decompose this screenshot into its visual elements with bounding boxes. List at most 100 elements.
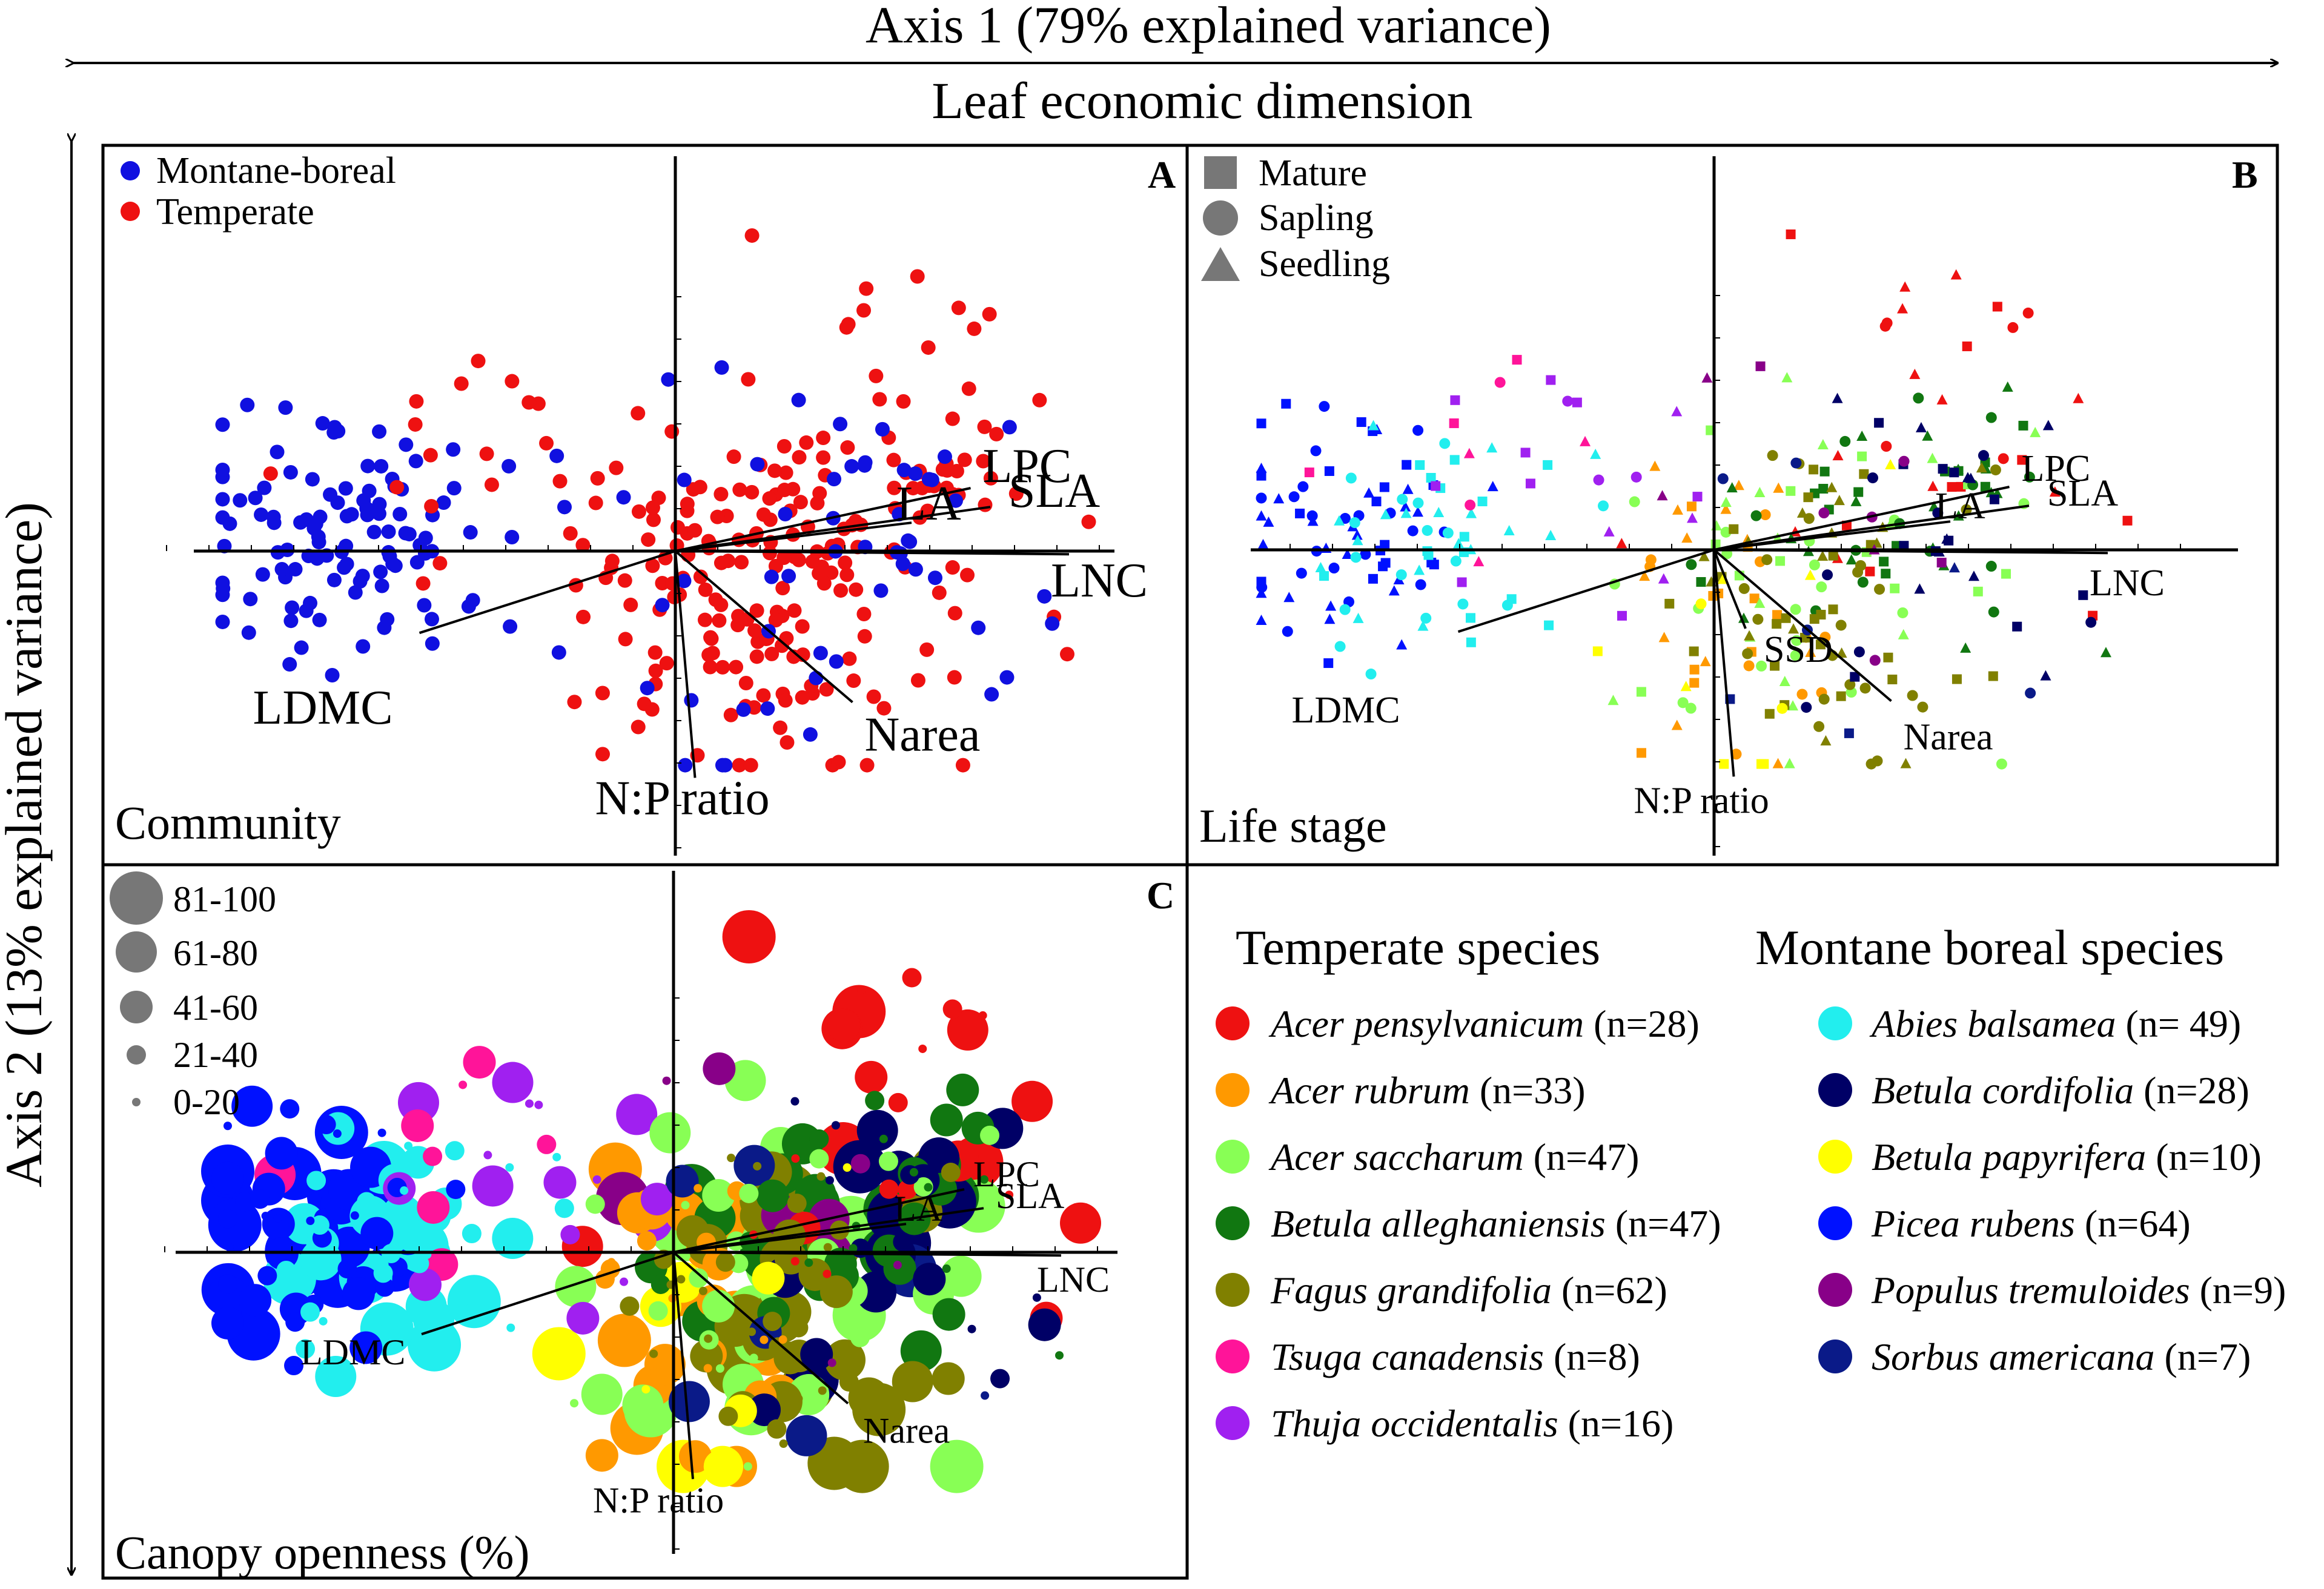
canopy-point <box>408 1268 442 1301</box>
sapling-point <box>1990 464 2001 475</box>
mature-point <box>1803 492 1813 503</box>
vector-lpc <box>675 487 971 552</box>
sapling-point <box>1879 320 1891 332</box>
sapling-point <box>1998 453 2009 464</box>
sapling-point <box>1857 576 1869 588</box>
sapling-point <box>1756 660 1767 672</box>
mature-point <box>1850 672 1860 682</box>
canopy-point <box>483 1151 492 1160</box>
montane-species-swatch <box>1818 1206 1852 1240</box>
canopy-point <box>649 1112 691 1154</box>
montane-species-label: Picea rubens (n=64) <box>1871 1202 2191 1245</box>
community-point <box>849 582 864 597</box>
vector-label-ssd: SSD <box>1764 629 1833 670</box>
mature-point <box>1465 613 1475 623</box>
canopy-point <box>753 1161 762 1171</box>
seedling-point <box>1649 460 1661 471</box>
seedling-point <box>1726 482 1738 493</box>
canopy-point <box>668 1381 710 1422</box>
vector-label-sla: SLA <box>1008 464 1100 518</box>
canopy-point <box>855 1060 888 1094</box>
mature-point <box>1786 486 1796 496</box>
canopy-point <box>211 1306 244 1340</box>
sapling-point <box>1761 554 1773 566</box>
canopy-point <box>703 1052 736 1085</box>
mature-point <box>2078 590 2088 600</box>
vector-label-ldmc: LDMC <box>253 681 393 735</box>
community-point <box>976 454 991 469</box>
sapling-point <box>1816 581 1827 593</box>
community-point <box>408 454 423 469</box>
top-axis-title: Axis 1 (79% explained variance) <box>866 0 1551 54</box>
community-point <box>778 507 793 522</box>
seedling-point <box>1603 526 1615 537</box>
community-point <box>479 446 494 461</box>
community-point <box>339 557 354 572</box>
canopy-point <box>981 1391 990 1400</box>
community-point <box>762 491 777 506</box>
seedling-point <box>1773 482 1784 493</box>
sapling-point <box>1328 563 1340 574</box>
sapling-point <box>1339 513 1351 524</box>
sapling-point <box>1932 507 1944 519</box>
vector-label-lnc: LNC <box>1037 1260 1110 1300</box>
community-point <box>338 481 353 496</box>
community-point <box>819 682 834 697</box>
mature-point <box>1449 455 1460 465</box>
canopy-point <box>641 1385 651 1394</box>
seedling-point <box>1273 493 1285 504</box>
seedling-point <box>1897 303 1909 314</box>
legend-square-mature <box>1204 156 1237 189</box>
legend-circle-sapling <box>1203 200 1238 236</box>
sapling-point <box>1988 606 1999 618</box>
canopy-point <box>888 1092 908 1112</box>
panel-c-frame <box>101 863 1189 1580</box>
temperate-species-swatch <box>1216 1206 1250 1240</box>
community-point <box>935 462 950 477</box>
mature-point <box>1809 614 1819 624</box>
community-point <box>241 625 256 640</box>
community-point <box>749 649 764 664</box>
canopy-point <box>262 1207 295 1241</box>
temperate-species-swatch <box>1216 1073 1250 1107</box>
community-point <box>402 527 417 542</box>
montane-species-title: Montane boreal species <box>1755 920 2224 975</box>
mature-point <box>1689 646 1699 656</box>
canopy-point <box>555 1266 597 1307</box>
seedling-point <box>1936 394 1948 405</box>
community-point <box>360 458 376 474</box>
canopy-point <box>850 1327 870 1347</box>
community-point <box>604 553 620 569</box>
sapling-point <box>1422 524 1433 536</box>
mature-point <box>1836 691 1846 701</box>
canopy-point <box>616 1094 658 1135</box>
sapling-point <box>1818 507 1830 519</box>
sapling-point <box>1913 392 1924 404</box>
seedling-point <box>1368 420 1379 431</box>
seedling-point <box>1772 758 1784 768</box>
community-point <box>595 747 611 762</box>
canopy-point <box>677 1275 686 1284</box>
community-point <box>389 480 405 495</box>
sapling-point <box>1978 450 1989 461</box>
mature-point <box>1962 341 1972 351</box>
temperate-species-label: Acer rubrum (n=33) <box>1268 1069 1586 1112</box>
vector-ssd <box>1713 549 1747 629</box>
seedling-point <box>1826 481 1838 492</box>
seedling-point <box>2002 381 2013 392</box>
seedling-point <box>1351 529 1363 540</box>
canopy-point <box>235 1192 255 1212</box>
sapling-point <box>1360 549 1371 560</box>
community-point <box>977 419 992 434</box>
mature-point <box>1857 451 1867 461</box>
sapling-point <box>1874 584 1885 595</box>
community-point <box>921 472 936 487</box>
seedling-point <box>1784 758 1795 768</box>
community-point <box>844 459 859 474</box>
seedling-point <box>1639 570 1650 581</box>
vector-la <box>673 1223 907 1254</box>
community-point <box>471 354 486 369</box>
seedling-point <box>1607 695 1619 705</box>
mature-point <box>1281 398 1291 409</box>
community-point <box>687 523 703 538</box>
